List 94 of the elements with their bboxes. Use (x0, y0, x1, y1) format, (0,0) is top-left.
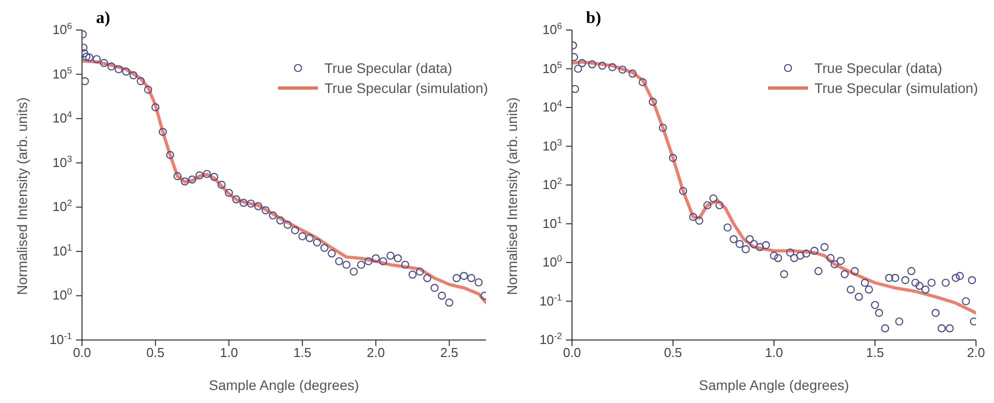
point (445, 298, 454, 307)
y-axis-title: Normalised Intensity (arb. units) (14, 97, 30, 295)
x-tick-label: 2.0 (366, 345, 385, 360)
point (122, 68, 130, 76)
point (202, 170, 211, 178)
point (474, 278, 483, 286)
y-tick-label: 10$^{-1}$ (539, 292, 562, 308)
point (218, 180, 226, 189)
point (92, 55, 101, 64)
chart-title: a) (96, 8, 110, 28)
point (335, 257, 344, 266)
y-tick-label: 10$^{6}$ (542, 21, 562, 37)
x-tick-label: 1.0 (764, 345, 784, 360)
point (82, 52, 90, 61)
point (408, 270, 417, 279)
point (268, 211, 278, 220)
x-tick-label: 1.5 (866, 345, 884, 360)
point (100, 58, 108, 68)
y-tick-label: 10$^{2}$ (52, 198, 72, 214)
x-tick-label: 0.0 (562, 345, 582, 360)
point (452, 274, 461, 282)
point (328, 249, 336, 258)
y-tick-label: 10$^{4}$ (542, 98, 562, 114)
point (401, 260, 410, 269)
point (364, 257, 373, 266)
point (372, 254, 380, 262)
point (158, 128, 167, 136)
point (342, 260, 350, 269)
point (313, 238, 322, 246)
x-tick-label: 0.0 (72, 345, 92, 360)
y-tick-label: 10$^{2}$ (542, 176, 562, 192)
y-tick-label: 10$^{4}$ (52, 110, 72, 126)
point (240, 198, 248, 207)
point (290, 226, 300, 234)
y-tick-label: 10$^{1}$ (542, 214, 562, 231)
y-tick-label: 10$^{-2}$ (539, 331, 562, 347)
point (114, 65, 123, 74)
point (180, 177, 189, 186)
x-axis-title: Sample Angle (degrees) (208, 377, 360, 393)
point (298, 232, 306, 240)
y-tick-label: 10$^{5}$ (52, 65, 72, 82)
point (107, 62, 116, 71)
x-tick-label: 0.5 (146, 345, 164, 360)
point (394, 254, 402, 262)
point (82, 77, 89, 86)
point (430, 284, 439, 292)
point (166, 151, 174, 160)
point (136, 77, 145, 86)
x-axis-title: Sample Angle (degrees) (698, 377, 850, 393)
y-axis-title: Normalised Intensity (arb. units) (504, 97, 520, 295)
point (129, 71, 138, 80)
point (423, 274, 432, 282)
point (188, 175, 196, 184)
legend-label: True Specular (data) (814, 60, 942, 76)
point (224, 188, 233, 197)
point (438, 292, 446, 300)
y-tick-label: 10$^{6}$ (52, 21, 72, 37)
chart-title: b) (586, 8, 602, 28)
point (416, 268, 424, 276)
x-tick-label: 1.5 (293, 345, 312, 360)
point (151, 103, 160, 112)
point (276, 216, 284, 225)
point (195, 171, 204, 180)
point (379, 257, 388, 266)
x-tick-label: 1.0 (220, 345, 238, 360)
x-tick-label: 2.0 (966, 345, 986, 360)
point (232, 195, 240, 204)
point (357, 260, 366, 269)
y-tick-label: 10$^{3}$ (542, 137, 562, 154)
point (306, 234, 314, 242)
point (467, 274, 476, 282)
point (284, 220, 292, 229)
point (350, 268, 358, 276)
legend-label: True Specular (data) (324, 60, 452, 76)
point (386, 252, 395, 260)
y-tick-label: 10$^{0}$ (52, 286, 72, 303)
point (320, 244, 328, 252)
x-tick-label: 0.5 (664, 345, 682, 360)
point (246, 200, 255, 208)
point (85, 53, 94, 62)
y-tick-label: 10$^{3}$ (52, 154, 72, 170)
y-tick-label: 10$^{0}$ (542, 254, 562, 270)
point (460, 272, 468, 280)
point (210, 172, 218, 182)
point (144, 86, 152, 94)
legend-label: True Specular (simulation) (324, 80, 488, 96)
y-tick-label: 10$^{-1}$ (49, 331, 72, 347)
point (173, 172, 182, 180)
y-tick-label: 10$^{5}$ (542, 60, 562, 76)
y-tick-label: 10$^{1}$ (52, 242, 72, 258)
point (262, 206, 270, 214)
legend-label: True Specular (simulation) (814, 80, 978, 96)
point (254, 202, 262, 210)
x-tick-label: 2.5 (440, 345, 458, 360)
